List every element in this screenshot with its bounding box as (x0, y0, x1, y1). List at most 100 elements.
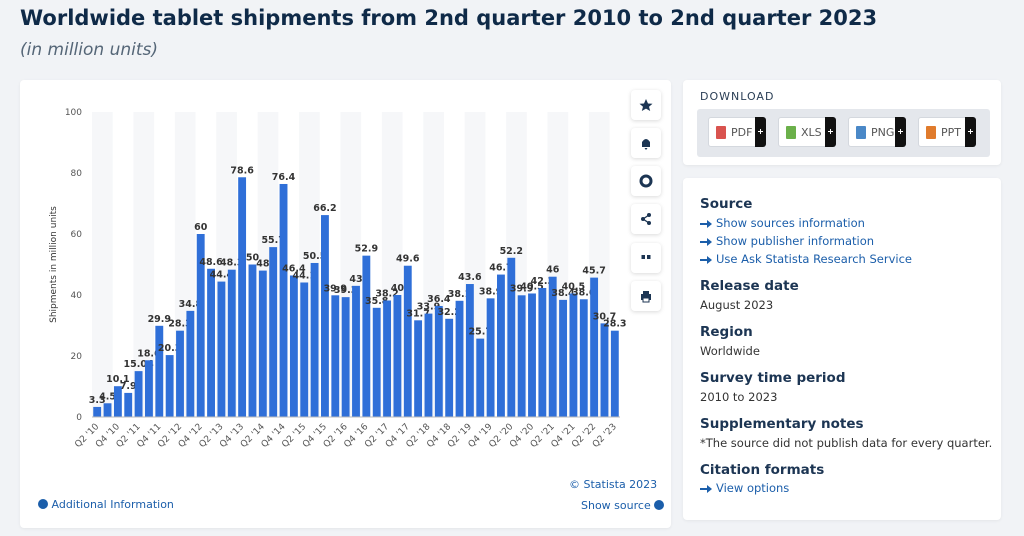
notify-button[interactable] (631, 128, 661, 158)
favorite-button[interactable] (631, 90, 661, 120)
region: Worldwide (700, 344, 760, 358)
cite-button[interactable] (631, 243, 661, 273)
value-label: 7.9 (120, 381, 137, 392)
value-label: 50 (246, 253, 260, 264)
value-label: 3.3 (89, 395, 106, 406)
bar (445, 318, 454, 417)
file-icon (716, 126, 726, 139)
value-label: 39.9 (510, 283, 533, 294)
bar (93, 406, 102, 417)
bar (517, 295, 526, 417)
notes: *The source did not publish data for eve… (700, 436, 993, 450)
download-label[interactable]: XLS (801, 126, 822, 139)
download-label[interactable]: PNG (871, 126, 895, 139)
source-link[interactable]: Use Ask Statista Research Service (700, 252, 912, 266)
bar (341, 297, 350, 417)
value-label: 45.7 (582, 266, 605, 277)
citation-link[interactable]: View options (700, 481, 789, 495)
info-icon (38, 499, 48, 509)
bar (497, 274, 505, 417)
source-link[interactable]: Show sources information (700, 216, 865, 230)
bar (424, 313, 433, 417)
download-label[interactable]: PPT (941, 126, 961, 139)
bar (569, 293, 578, 417)
value-label: 44.4 (210, 270, 234, 281)
value-label: 44.1 (293, 270, 316, 281)
bar (331, 295, 340, 417)
y-tick-label: 40 (71, 291, 83, 301)
value-label: 46 (546, 265, 560, 276)
y-axis-label: Shipments in million units (49, 206, 59, 323)
notes-heading: Supplementary notes (700, 416, 864, 432)
bar (507, 257, 516, 417)
plus[interactable] (825, 117, 836, 147)
icon (641, 213, 651, 225)
download-button[interactable]: PPT (918, 117, 976, 147)
download-button[interactable]: XLS (778, 117, 836, 147)
value-label: 55.7 (261, 235, 284, 246)
region-heading: Region (700, 324, 753, 340)
download-heading: DOWNLOAD (700, 90, 775, 103)
bar (196, 234, 205, 417)
value-label: 38.9 (479, 286, 502, 297)
bar (145, 360, 153, 417)
bar (352, 285, 360, 417)
value-label: 43 (349, 274, 362, 285)
bar (476, 338, 485, 417)
additional-info-text[interactable]: Additional Information (51, 498, 174, 511)
plus[interactable] (895, 117, 906, 147)
value-label: 66.2 (313, 203, 336, 214)
bar (465, 284, 474, 417)
bar (610, 330, 619, 417)
bar (579, 299, 588, 417)
source-link[interactable]: Show publisher information (700, 234, 874, 248)
bar (393, 295, 402, 417)
copyright[interactable]: © Statista 2023 (569, 478, 658, 491)
settings-button[interactable] (631, 166, 661, 196)
plus[interactable] (965, 117, 976, 147)
bar (269, 247, 278, 417)
value-label: 25.7 (469, 327, 492, 338)
value-label: 46.4 (282, 263, 306, 274)
bar (383, 300, 391, 417)
bar (113, 386, 122, 417)
show-source-text[interactable]: Show source (581, 499, 651, 512)
value-label: 46.7 (489, 263, 512, 274)
icon (639, 174, 653, 188)
bar (238, 177, 247, 417)
y-tick-label: 100 (65, 108, 82, 118)
download-button[interactable]: PDF (708, 117, 766, 147)
bar (538, 287, 547, 417)
print-button[interactable] (631, 281, 661, 311)
download-card: DOWNLOAD PDF XLS PNG PPT (683, 80, 1001, 165)
share-button[interactable] (631, 204, 661, 234)
bar (248, 264, 257, 417)
bar (289, 275, 298, 417)
info-icon (654, 500, 665, 510)
plus[interactable] (755, 117, 766, 147)
chart: Shipments in million units 0 20 40 60 80 100 3.… (49, 108, 627, 450)
download-label[interactable]: PDF (731, 126, 753, 139)
value-label: 38.1 (448, 289, 471, 300)
value-label: 32.2 (437, 307, 460, 318)
value-label: 48.6 (199, 257, 223, 268)
value-label: 76.4 (272, 172, 296, 183)
value-label: 78.6 (230, 165, 254, 176)
additional-info[interactable]: Additional Information (38, 498, 174, 511)
bar (300, 282, 309, 417)
value-label: 10.1 (106, 374, 129, 385)
value-label: 48 (256, 259, 270, 270)
bar (155, 325, 164, 417)
value-label: 30.7 (593, 311, 616, 322)
y-tick-label: 80 (71, 169, 83, 179)
icon (642, 139, 650, 150)
value-label: 34.8 (179, 299, 203, 310)
y-tick-label: 20 (71, 352, 83, 362)
bar (528, 293, 536, 417)
source-heading: Source (700, 196, 753, 212)
download-button[interactable]: PNG (848, 117, 906, 147)
show-source[interactable]: Show source (581, 499, 665, 512)
file-icon (856, 126, 866, 139)
value-label: 33.9 (417, 302, 440, 313)
